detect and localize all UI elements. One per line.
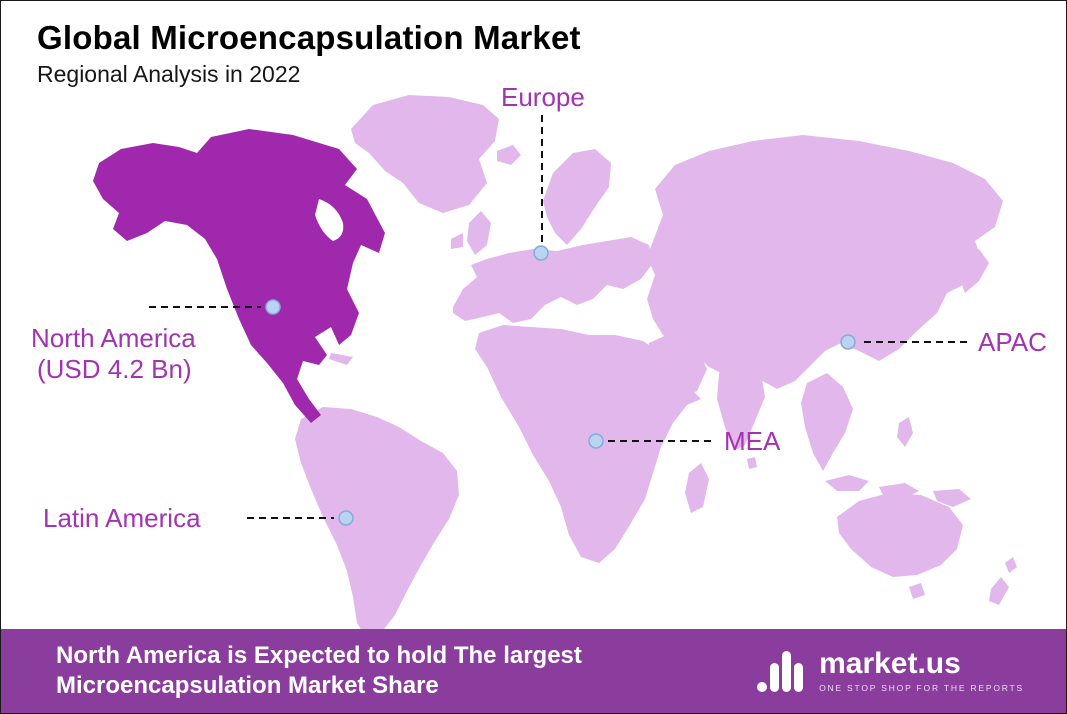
tasmania-region bbox=[909, 583, 925, 599]
europe-region bbox=[453, 237, 653, 323]
europe-marker bbox=[533, 245, 549, 261]
sri-lanka-region bbox=[747, 457, 757, 469]
region-label-north-america-value: (USD 4.2 Bn) bbox=[37, 354, 192, 384]
madagascar-region bbox=[685, 463, 709, 513]
brand-text-block: market.us ONE STOP SHOP FOR THE REPORTS bbox=[819, 647, 1024, 694]
footer-brand: market.us ONE STOP SHOP FOR THE REPORTS bbox=[755, 647, 1024, 695]
india-region bbox=[717, 363, 765, 451]
cuba-region bbox=[329, 353, 353, 365]
mea-marker bbox=[588, 433, 604, 449]
south-america-region bbox=[295, 407, 459, 639]
page-subtitle: Regional Analysis in 2022 bbox=[37, 61, 301, 87]
light-continents-group bbox=[295, 95, 1017, 639]
region-label-europe: Europe bbox=[501, 82, 585, 112]
uk-region bbox=[467, 211, 491, 255]
arabia-region bbox=[647, 333, 707, 401]
region-label-latin-america: Latin America bbox=[43, 503, 201, 533]
iceland-region bbox=[497, 145, 521, 165]
scandinavia-region bbox=[543, 149, 611, 245]
north-america-marker bbox=[265, 299, 281, 315]
southeast-asia-region bbox=[801, 373, 853, 471]
africa-region bbox=[475, 325, 701, 563]
asia-region bbox=[647, 135, 1003, 389]
region-label-north-america: North America (USD 4.2 Bn) bbox=[31, 323, 196, 385]
marketus-logo-icon bbox=[757, 651, 804, 692]
philippines-region bbox=[897, 417, 913, 447]
region-label-north-america-name: North America bbox=[31, 323, 196, 353]
region-label-mea: MEA bbox=[724, 426, 781, 456]
new-zealand-region-1 bbox=[1005, 557, 1017, 573]
latin-america-marker bbox=[338, 510, 354, 526]
brand-name: market.us bbox=[819, 647, 961, 680]
brand-tagline: ONE STOP SHOP FOR THE REPORTS bbox=[819, 683, 1024, 693]
new-zealand-region-2 bbox=[989, 577, 1009, 605]
north-america-region bbox=[93, 129, 385, 423]
apac-marker bbox=[840, 334, 856, 350]
markers-group bbox=[265, 245, 856, 526]
australia-region bbox=[837, 493, 963, 577]
indonesia-region-3 bbox=[933, 489, 971, 507]
indonesia-region-1 bbox=[825, 475, 869, 491]
leader-lines-group bbox=[149, 115, 967, 519]
footer-message-line2: Microencapsulation Market Share bbox=[56, 672, 439, 699]
highlighted-region-group bbox=[93, 129, 385, 423]
footer-message-line1: North America is Expected to hold The la… bbox=[56, 642, 582, 669]
footer-message: North America is Expected to hold The la… bbox=[56, 641, 582, 701]
footer-bar: North America is Expected to hold The la… bbox=[1, 629, 1066, 713]
page-title: Global Microencapsulation Market bbox=[37, 19, 581, 56]
japan-region bbox=[959, 249, 989, 293]
region-label-apac: APAC bbox=[978, 327, 1047, 357]
greenland-region bbox=[351, 95, 499, 213]
hudson-bay-water bbox=[315, 199, 344, 241]
ireland-region bbox=[451, 233, 463, 249]
